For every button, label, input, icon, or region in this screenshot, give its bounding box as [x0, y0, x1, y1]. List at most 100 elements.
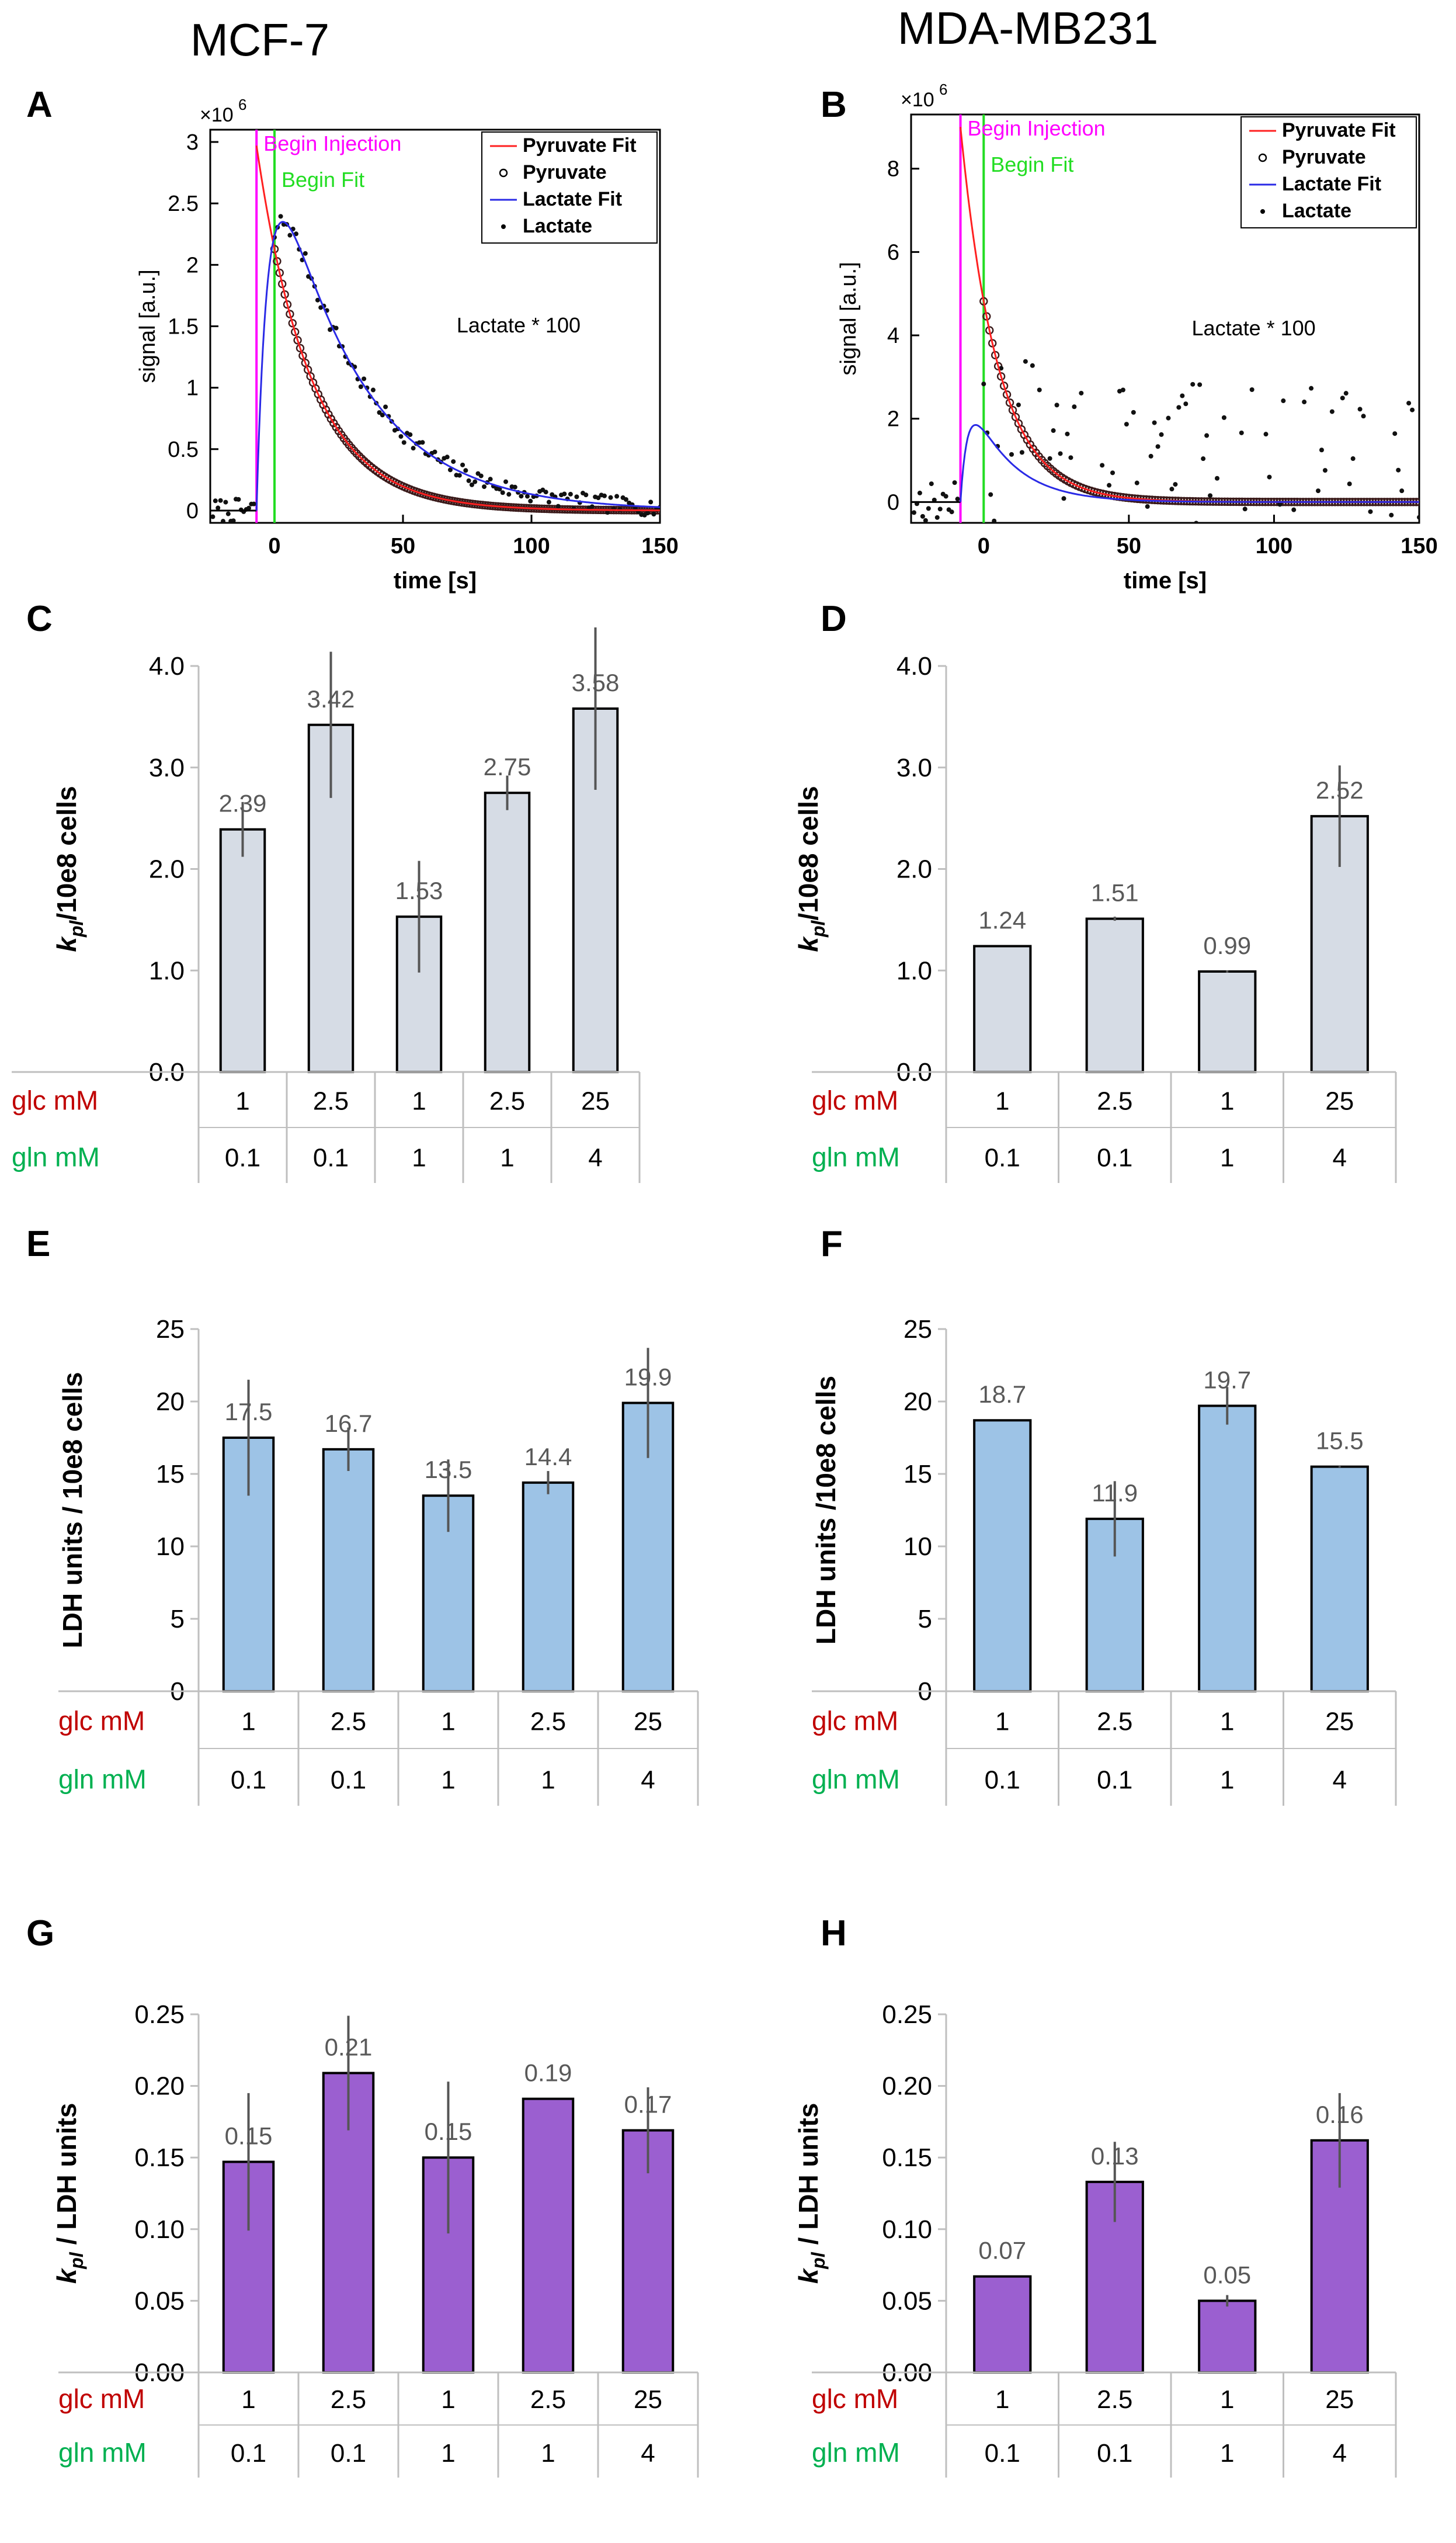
x-tick-label: 0	[978, 534, 990, 558]
data-label: 0.21	[325, 2034, 373, 2061]
plot-area	[210, 130, 660, 523]
y-axis-title-sub: pl	[808, 920, 829, 938]
x-tick-label: 100	[513, 534, 550, 558]
gln-value: 4	[588, 1144, 602, 1172]
lactate-point	[1107, 483, 1112, 488]
lactate-point	[512, 484, 517, 490]
legend-entry: Pyruvate	[1282, 146, 1366, 168]
lactate-point	[370, 387, 376, 393]
lactate-point	[1347, 481, 1352, 487]
glc-row-label: glc mM	[12, 1085, 98, 1116]
y-tick-label: 8	[887, 157, 899, 182]
baseline-point	[923, 518, 928, 523]
lactate-point	[1399, 488, 1405, 494]
glc-value: 1	[995, 1708, 1009, 1736]
y-tick-label: 5	[171, 1605, 185, 1633]
glc-value: 25	[1325, 1087, 1354, 1116]
begin-fit-label: Begin Fit	[282, 168, 364, 192]
y-tick-label: 2.5	[168, 192, 199, 216]
legend-entry: Lactate Fit	[523, 188, 622, 210]
pyruvate-point	[286, 310, 294, 318]
glc-value: 2.5	[1097, 1708, 1132, 1736]
lactate-point	[432, 449, 437, 455]
y-tick-label: 4.0	[149, 652, 185, 681]
baseline-point	[225, 511, 231, 516]
pyruvate-point	[291, 327, 300, 336]
y-tick-label: 4	[887, 324, 899, 348]
y-tick-label: 6	[887, 240, 899, 265]
data-label: 3.42	[307, 685, 355, 713]
legend-entry: Pyruvate	[523, 161, 607, 183]
lactate-point	[1169, 487, 1174, 492]
glc-value: 2.5	[313, 1087, 349, 1116]
y-tick-label: 2	[887, 407, 899, 432]
gln-value: 1	[1220, 1766, 1234, 1795]
y-axis-title: signal [a.u.]	[836, 262, 861, 375]
y-tick-label: 0.25	[134, 2000, 185, 2029]
lactate-point	[602, 493, 607, 498]
y-axis-title: kpl / LDH units	[793, 2103, 829, 2284]
pyruvate-point	[301, 359, 310, 367]
lactate-point	[401, 440, 406, 445]
panel-label-f: F	[821, 1224, 843, 1264]
y-tick-label: 2.0	[896, 855, 932, 884]
legend-swatch	[501, 224, 506, 229]
y-tick-label: 3.0	[149, 754, 185, 782]
data-label: 19.9	[624, 1363, 672, 1390]
lactate-point	[1392, 431, 1398, 436]
begin-fit-label: Begin Fit	[991, 152, 1073, 176]
y-tick-label: 15	[904, 1460, 932, 1489]
lactate-point	[315, 297, 320, 303]
lactate-point	[1159, 432, 1164, 437]
baseline-point	[934, 515, 940, 520]
lactate-point	[605, 510, 610, 515]
pyruvate-point	[298, 351, 307, 360]
lactate-point	[1340, 395, 1345, 401]
lactate-point	[1389, 512, 1394, 518]
data-label: 13.5	[425, 1456, 472, 1483]
lactate-point	[1047, 456, 1052, 461]
glc-value: 1	[235, 1087, 249, 1116]
gln-value: 4	[641, 2439, 655, 2468]
pyruvate-point	[996, 372, 1006, 381]
y-axis-title-sub: pl	[808, 2251, 829, 2270]
gln-row-label: gln mM	[812, 1142, 900, 1172]
y-tick-label: 1.0	[896, 956, 932, 985]
gln-value: 0.1	[1097, 2439, 1132, 2468]
gln-value: 0.1	[1097, 1144, 1132, 1172]
lactate-point	[293, 231, 298, 237]
lactate-scale-annotation: Lactate * 100	[457, 313, 581, 337]
lactate-point	[358, 384, 363, 389]
y-tick-label: 1.0	[149, 956, 185, 985]
glc-value: 2.5	[1097, 2385, 1132, 2414]
lactate-point	[1120, 387, 1125, 393]
bar	[973, 2275, 1032, 2374]
baseline-point	[231, 518, 236, 523]
legend-entry: Lactate Fit	[1282, 173, 1381, 195]
lactate-point	[648, 499, 654, 505]
lactate-point	[1263, 432, 1269, 437]
gln-value: 0.1	[331, 2439, 366, 2468]
y-tick-label: 0.25	[882, 2000, 932, 2029]
lactate-point	[278, 214, 283, 219]
y-axis-title: LDH units / 10e8 cells	[57, 1372, 88, 1649]
lactate-point	[451, 459, 456, 464]
lactate-point	[1016, 403, 1021, 408]
glc-row-label: glc mM	[812, 1706, 898, 1736]
lactate-point	[1030, 363, 1035, 368]
bar	[1310, 1465, 1369, 1693]
data-label: 0.17	[624, 2091, 672, 2118]
x-tick-label: 0	[268, 534, 280, 558]
lactate-point	[1208, 493, 1213, 498]
data-label: 19.7	[1203, 1366, 1251, 1393]
lactate-point	[1190, 381, 1196, 387]
glc-value: 1	[441, 1708, 455, 1736]
lactate-point	[383, 404, 388, 410]
glc-value: 1	[241, 1708, 255, 1736]
gln-value: 0.1	[985, 2439, 1020, 2468]
lactate-point	[1417, 515, 1419, 520]
y-tick-label: 1	[186, 376, 199, 401]
